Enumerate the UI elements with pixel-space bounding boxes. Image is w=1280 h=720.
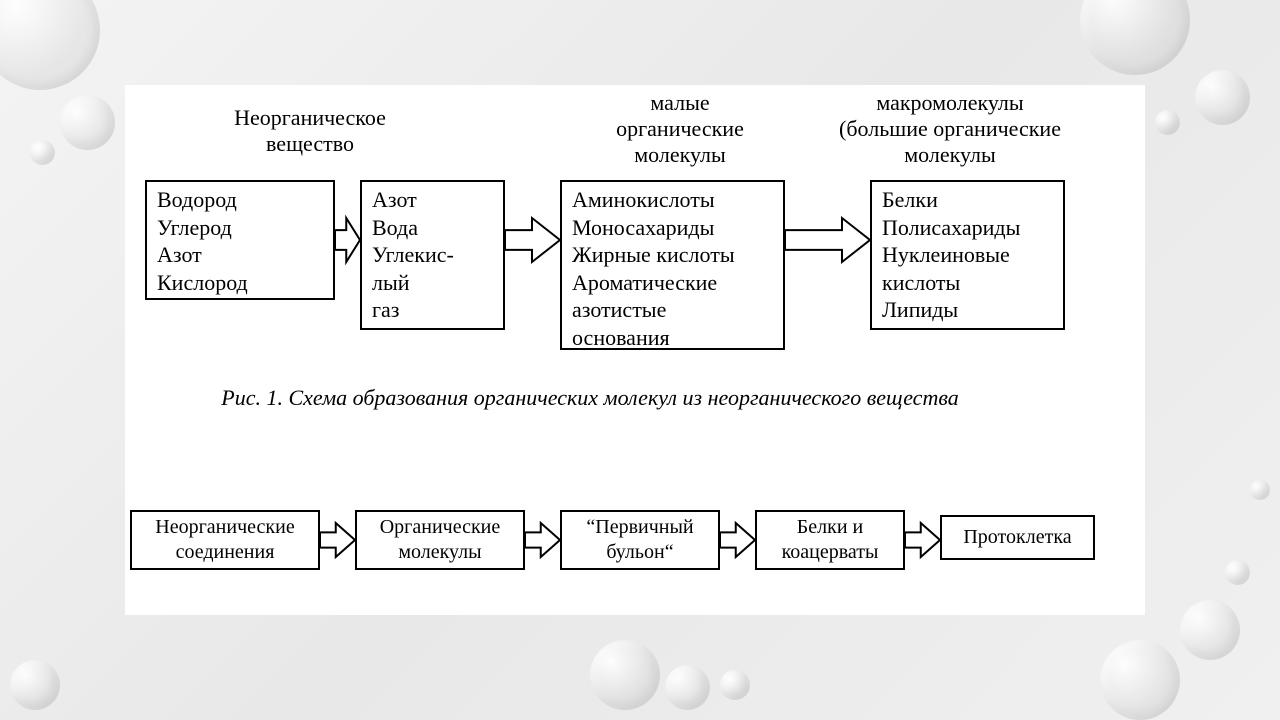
flow-node: Белки икоацерваты	[755, 510, 905, 570]
water-bubble	[0, 0, 100, 90]
water-bubble	[720, 670, 750, 700]
flow-node: Органическиемолекулы	[355, 510, 525, 570]
water-bubble	[30, 140, 55, 165]
flow-node: “Первичныйбульон“	[560, 510, 720, 570]
water-bubble	[10, 660, 60, 710]
flow-node: ВодородУглеродАзотКислород	[145, 180, 335, 300]
flow-arrow	[720, 523, 755, 557]
water-bubble	[1080, 0, 1190, 75]
water-bubble	[590, 640, 660, 710]
water-bubble	[1225, 560, 1250, 585]
column-header: Неорганическоевещество	[195, 105, 425, 157]
water-bubble	[1155, 110, 1180, 135]
flow-node: Протоклетка	[940, 515, 1095, 560]
flow-node: АзотВодаУглекис-лыйгаз	[360, 180, 505, 330]
water-bubble	[1250, 480, 1270, 500]
flow-arrow	[505, 218, 560, 262]
water-bubble	[665, 665, 710, 710]
figure-caption: Рис. 1. Схема образования органических м…	[180, 385, 1000, 411]
flow-node: БелкиПолисахаридыНуклеиновыекислотыЛипид…	[870, 180, 1065, 330]
column-header: макромолекулы(большие органическиемолеку…	[800, 90, 1100, 168]
flow-arrow	[525, 523, 560, 557]
column-header: малыеорганическиемолекулы	[565, 90, 795, 168]
water-bubble	[1100, 640, 1180, 720]
flow-arrow	[320, 523, 355, 557]
flow-node: Неорганическиесоединения	[130, 510, 320, 570]
water-bubble	[60, 95, 115, 150]
flow-node: АминокислотыМоносахаридыЖирные кислотыАр…	[560, 180, 785, 350]
flow-arrow	[785, 218, 870, 262]
flow-arrow	[905, 523, 940, 557]
flow-arrow	[335, 218, 360, 262]
water-bubble	[1195, 70, 1250, 125]
water-bubble	[1180, 600, 1240, 660]
